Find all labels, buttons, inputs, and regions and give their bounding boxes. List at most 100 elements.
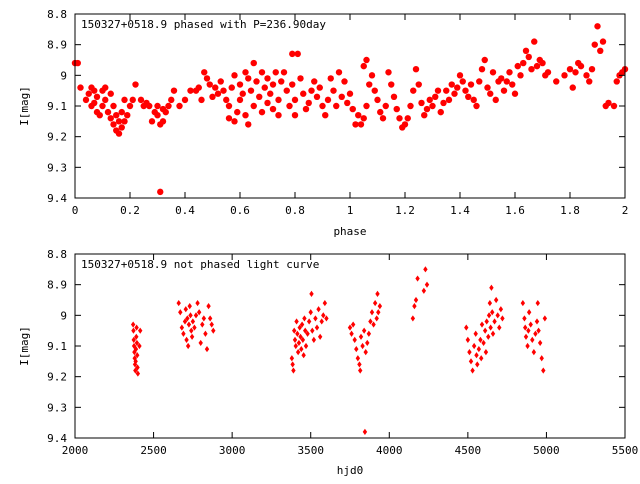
unphased-data-point bbox=[464, 324, 469, 331]
phased-data-point bbox=[286, 102, 293, 110]
phased-data-point bbox=[448, 81, 455, 88]
unphased-data-point bbox=[479, 321, 485, 328]
phased-data-point bbox=[465, 93, 472, 101]
phased-data-point bbox=[377, 108, 384, 116]
phased-data-point bbox=[390, 93, 398, 101]
phased-x-tick-label: 0.2 bbox=[120, 204, 140, 217]
phased-data-point bbox=[528, 66, 535, 73]
phased-data-point bbox=[305, 99, 312, 107]
phased-data-point bbox=[520, 59, 527, 67]
phased-data-point bbox=[492, 96, 499, 104]
unphased-data-point bbox=[421, 287, 427, 294]
unphased-data-point bbox=[375, 290, 380, 297]
unphased-data-point bbox=[478, 336, 483, 343]
phased-data-point bbox=[280, 69, 288, 76]
phased-data-point bbox=[245, 75, 252, 82]
phased-data-point bbox=[481, 56, 488, 64]
unphased-data-point bbox=[185, 342, 191, 350]
phased-x-tick-label: 0.6 bbox=[230, 204, 250, 217]
phased-data-point bbox=[85, 90, 92, 97]
phased-data-point bbox=[250, 102, 257, 110]
phased-data-point bbox=[236, 96, 244, 104]
phased-data-point bbox=[118, 108, 125, 116]
phased-data-point bbox=[181, 96, 189, 104]
phased-data-point bbox=[363, 56, 370, 64]
unphased-data-point bbox=[298, 333, 303, 340]
unphased-data-point bbox=[523, 324, 528, 331]
unphased-data-point bbox=[528, 321, 533, 328]
phased-data-point bbox=[396, 115, 403, 122]
unphased-data-point bbox=[481, 339, 486, 347]
unphased-data-point bbox=[365, 339, 370, 347]
unphased-y-tick-label: 8.8 bbox=[47, 248, 67, 261]
unphased-data-point bbox=[490, 309, 495, 316]
unphased-data-point bbox=[135, 370, 141, 377]
phased-data-point bbox=[335, 69, 343, 76]
phased-data-point bbox=[99, 102, 106, 110]
unphased-data-point bbox=[349, 330, 354, 337]
phased-data-point bbox=[423, 105, 431, 113]
phased-data-point bbox=[599, 38, 607, 45]
phased-data-point bbox=[322, 112, 329, 119]
unphased-y-tick-label: 9.4 bbox=[47, 432, 67, 445]
phased-data-point bbox=[91, 99, 98, 107]
phased-data-point bbox=[242, 69, 249, 76]
phased-data-point bbox=[522, 47, 530, 54]
phased-plot: 0 0.2 0.4 0.6 0.8 1 1.2 1.4 1.6 1.8 2 8.8 8.9 9 9.1 9.2… bbox=[18, 8, 628, 238]
unphased-data-point bbox=[486, 333, 491, 340]
unphased-data-point bbox=[299, 345, 304, 353]
phased-data-point bbox=[278, 78, 285, 85]
unphased-data-point bbox=[321, 312, 326, 319]
phased-data-point bbox=[352, 121, 359, 128]
phased-y-axis-label: I[mag] bbox=[18, 86, 31, 126]
phased-data-point bbox=[597, 47, 604, 54]
phased-data-point bbox=[102, 84, 109, 91]
phased-data-point bbox=[104, 108, 112, 116]
phased-data-point bbox=[569, 84, 576, 91]
phased-data-point bbox=[242, 112, 249, 119]
unphased-data-point bbox=[492, 318, 497, 325]
phased-data-point bbox=[272, 69, 279, 76]
unphased-x-tick-label: 5500 bbox=[612, 444, 639, 457]
phased-data-point bbox=[118, 124, 125, 131]
phased-data-point bbox=[250, 59, 257, 67]
phased-data-point bbox=[247, 87, 255, 94]
phased-data-point bbox=[506, 69, 513, 76]
phased-data-point bbox=[289, 81, 296, 88]
phased-y-tick-label: 9.4 bbox=[47, 192, 67, 205]
unphased-data-point bbox=[188, 312, 193, 319]
phased-data-point bbox=[454, 84, 461, 91]
unphased-data-point bbox=[372, 299, 378, 307]
phased-data-point bbox=[330, 87, 337, 94]
unphased-data-point bbox=[193, 312, 199, 319]
unphased-x-tick-label: 3000 bbox=[219, 444, 246, 457]
unphased-data-point bbox=[294, 318, 299, 325]
phased-data-point bbox=[154, 102, 161, 110]
unphased-data-point bbox=[182, 318, 188, 325]
phased-data-point bbox=[115, 118, 123, 125]
phased-data-point bbox=[107, 90, 114, 97]
phased-data-point bbox=[484, 84, 491, 91]
unphased-data-point bbox=[489, 284, 494, 291]
unphased-data-point bbox=[324, 315, 329, 322]
phased-data-point bbox=[264, 75, 271, 82]
phased-y-tick-label: 9.1 bbox=[47, 100, 67, 113]
phased-data-point bbox=[107, 115, 114, 122]
unphased-data-point bbox=[357, 361, 362, 368]
phased-data-points bbox=[71, 23, 629, 196]
unphased-data-point bbox=[361, 327, 367, 334]
unphased-data-point bbox=[311, 336, 317, 343]
unphased-data-point bbox=[468, 358, 474, 365]
phased-data-point bbox=[93, 93, 101, 101]
phased-data-point bbox=[443, 87, 450, 94]
unphased-y-tick-label: 8.9 bbox=[47, 279, 67, 292]
phased-data-point bbox=[371, 87, 378, 94]
phased-x-tick-label: 1.4 bbox=[450, 204, 470, 217]
phased-data-point bbox=[267, 90, 274, 97]
phased-data-point bbox=[201, 69, 208, 76]
phased-data-point bbox=[434, 87, 442, 94]
phased-data-point bbox=[212, 84, 219, 91]
phased-x-tick-label: 1 bbox=[347, 204, 354, 217]
phased-data-point bbox=[478, 66, 486, 73]
